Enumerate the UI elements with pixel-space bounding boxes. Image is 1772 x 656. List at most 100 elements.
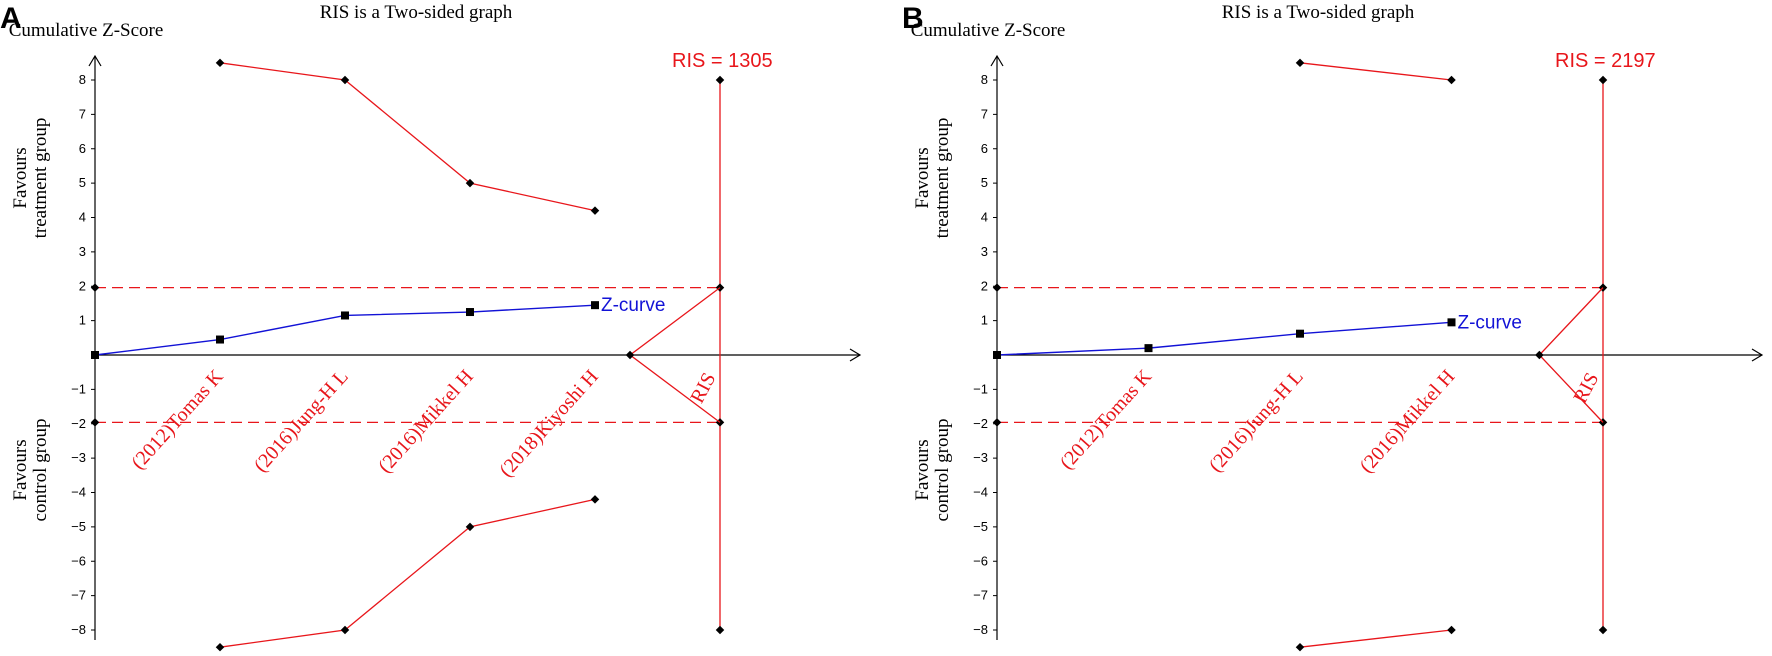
lower-region-label-line1: Favours: [10, 439, 31, 500]
y-axis-label: Cumulative Z-Score: [9, 20, 164, 41]
boundary-point: [465, 522, 475, 532]
upper-region-label-line2: treatment group: [932, 118, 953, 239]
y-tick-label: 1: [981, 313, 988, 328]
study-label: (2016)Mikkel H: [1356, 366, 1460, 478]
boundary-point: [215, 58, 225, 68]
y-tick-label: 7: [79, 106, 86, 121]
ris-label: RIS = 2197: [1555, 50, 1656, 72]
y-tick-label: 5: [981, 175, 988, 190]
y-tick-label: −2: [973, 416, 988, 431]
y-tick-label: −7: [973, 588, 988, 603]
boundary-point: [590, 495, 600, 504]
y-axis-arrow: [88, 54, 102, 67]
boundary-point: [1447, 75, 1456, 85]
y-tick-label: −3: [71, 450, 86, 465]
ris-line-point: [715, 75, 725, 85]
z-curve-label: Z-curve: [1458, 312, 1522, 333]
y-tick-label: −1: [973, 381, 988, 396]
y-tick-label: 1: [79, 313, 86, 328]
study-label: (2016)Jung-H L: [1205, 366, 1308, 477]
ris-line-point: [715, 625, 725, 635]
y-tick-label: −8: [973, 622, 988, 637]
study-label: (2016)Jung-H L: [250, 366, 353, 477]
study-label: (2012)Tomas K: [1056, 365, 1157, 474]
boundary-point: [1295, 642, 1305, 652]
futility-point: [625, 350, 635, 360]
y-tick-label: −6: [71, 553, 86, 568]
conventional-boundary-point: [90, 418, 100, 427]
panel-a: A RIS is a Two-sided graph Cumulative Z-…: [0, 2, 862, 652]
z-curve-point: [216, 335, 224, 344]
y-tick-label: 7: [981, 106, 988, 121]
upper-region-label-line2: treatment group: [30, 118, 51, 239]
y-tick-label: 8: [79, 72, 86, 87]
boundary-point: [340, 75, 350, 85]
y-tick-label: −5: [973, 519, 988, 534]
upper-monitoring-boundary: [1299, 62, 1452, 81]
study-label: (2018)Kiyoshi H: [495, 366, 602, 482]
z-curve-point: [466, 308, 474, 317]
study-label: (2016)Mikkel H: [374, 366, 478, 478]
y-tick-label: −6: [973, 553, 988, 568]
z-curve-point: [1296, 329, 1304, 338]
panel-letter: A: [0, 2, 22, 35]
chart-title: RIS is a Two-sided graph: [1222, 2, 1415, 23]
upper-region-label-line1: Favours: [912, 147, 933, 208]
chart-title: RIS is a Two-sided graph: [320, 2, 513, 23]
z-curve-point: [91, 351, 99, 359]
y-tick-label: 3: [79, 244, 86, 259]
z-curve-label: Z-curve: [601, 295, 665, 316]
lower-region-label-line1: Favours: [912, 439, 933, 500]
y-tick-label: 2: [981, 278, 988, 293]
z-curve-point: [591, 301, 599, 310]
ris-axis-text: RIS: [1569, 369, 1603, 407]
panel-letter: B: [902, 2, 924, 35]
boundary-point: [1295, 58, 1305, 68]
panel-b: B RIS is a Two-sided graph Cumulative Z-…: [902, 2, 1764, 652]
x-axis-arrow: [1751, 348, 1764, 362]
z-curve-point: [341, 311, 349, 320]
x-axis-arrow: [849, 348, 862, 362]
y-tick-label: −4: [973, 485, 988, 500]
y-tick-label: 5: [79, 175, 86, 190]
y-tick-label: 8: [981, 72, 988, 87]
lower-region-label-line2: control group: [30, 419, 51, 522]
y-axis-label: Cumulative Z-Score: [911, 20, 1066, 41]
y-tick-label: −3: [973, 450, 988, 465]
y-axis-arrow: [990, 54, 1004, 67]
y-tick-label: −1: [71, 381, 86, 396]
z-curve-point: [993, 351, 1001, 359]
y-tick-label: −5: [71, 519, 86, 534]
y-tick-label: −2: [71, 416, 86, 431]
y-tick-label: 4: [981, 210, 988, 225]
boundary-point: [590, 206, 600, 215]
y-tick-label: 2: [79, 278, 86, 293]
y-tick-label: 6: [981, 141, 988, 156]
lower-monitoring-boundary: [1299, 629, 1452, 648]
z-curve-point: [1447, 318, 1456, 327]
y-tick-label: −4: [71, 485, 86, 500]
boundary-point: [465, 178, 475, 188]
z-curve-point: [1144, 344, 1153, 353]
y-tick-label: −7: [71, 588, 86, 603]
conventional-boundary-point: [992, 418, 1002, 427]
boundary-point: [1447, 625, 1456, 635]
upper-region-label-line1: Favours: [10, 147, 31, 208]
ris-line-point: [1598, 75, 1608, 85]
y-tick-label: 3: [981, 244, 988, 259]
lower-monitoring-boundary: [219, 498, 596, 648]
boundary-point: [215, 642, 225, 652]
z-curve-line: [996, 321, 1452, 356]
y-tick-label: 6: [79, 141, 86, 156]
study-label: (2012)Tomas K: [127, 365, 228, 474]
y-tick-label: 4: [79, 210, 86, 225]
upper-monitoring-boundary: [219, 62, 596, 212]
ris-line-point: [1598, 625, 1608, 635]
conventional-boundary-point: [90, 283, 100, 292]
y-tick-label: −8: [71, 622, 86, 637]
lower-region-label-line2: control group: [932, 419, 953, 522]
ris-label: RIS = 1305: [672, 50, 773, 72]
conventional-boundary-point: [992, 283, 1002, 292]
boundary-point: [340, 625, 350, 635]
